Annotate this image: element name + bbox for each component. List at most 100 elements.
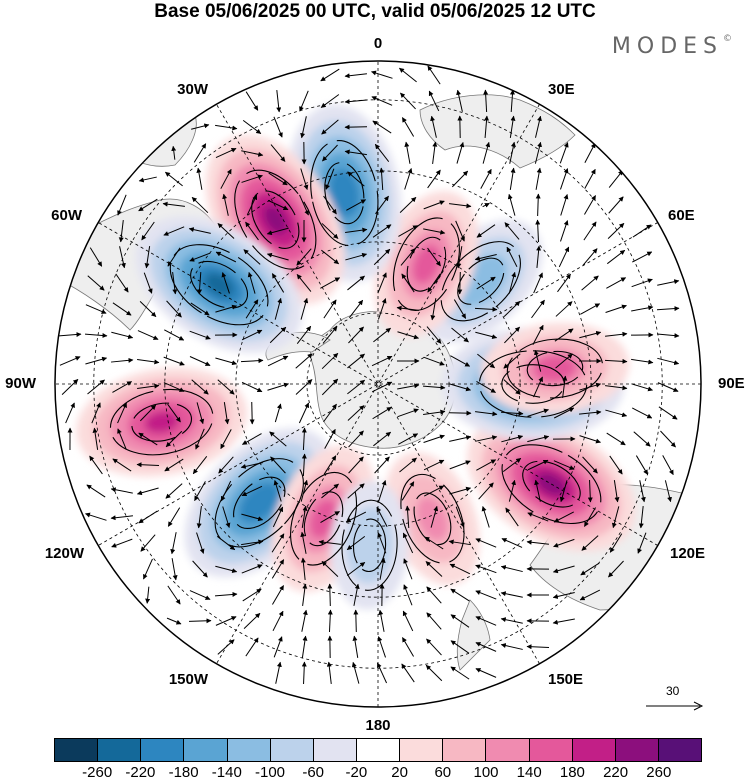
wind-arrow	[320, 511, 340, 523]
wind-arrow	[500, 643, 523, 650]
wind-arrow	[403, 584, 413, 606]
wind-arrow	[167, 507, 181, 527]
negative-anomaly-contour	[478, 350, 588, 418]
wind-arrow	[321, 223, 339, 239]
wind-arrow	[320, 68, 340, 82]
wind-arrow	[215, 304, 238, 313]
wind-arrow	[450, 614, 470, 628]
negative-anomaly-level	[334, 176, 355, 210]
wind-arrow	[351, 661, 360, 684]
contour-layer	[109, 140, 604, 591]
wind-arrow	[189, 356, 211, 366]
colorbar-tick-label: 260	[646, 764, 672, 781]
negative-anomaly-contour	[233, 476, 286, 529]
wind-arrow	[656, 306, 680, 312]
wind-arrow	[423, 200, 445, 210]
wind-arrow	[476, 459, 497, 471]
wind-arrow	[300, 479, 309, 502]
colorbar-cell	[529, 739, 573, 761]
wind-arrow	[526, 539, 549, 545]
wind-arrow	[196, 506, 202, 529]
wind-arrow	[271, 559, 285, 579]
wind-arrow	[656, 333, 680, 339]
wind-arrow	[508, 479, 516, 502]
wind-arrow	[662, 455, 674, 476]
wind-arrow	[322, 326, 338, 344]
wind-arrow	[611, 506, 620, 529]
wind-arrow	[164, 458, 184, 472]
wind-arrow	[632, 251, 653, 263]
wind-arrow	[371, 96, 393, 106]
wind-arrow	[165, 430, 183, 448]
wind-arrow	[189, 330, 211, 340]
negative-anomaly-level	[204, 272, 234, 297]
wind-arrow	[605, 304, 627, 313]
wind-arrow	[475, 435, 498, 442]
wind-arrow	[553, 511, 574, 523]
wind-arrow	[301, 609, 308, 632]
wind-arrow	[631, 358, 654, 365]
wind-arrow	[532, 324, 544, 345]
wind-arrow	[119, 246, 126, 269]
wind-arrow	[302, 583, 308, 606]
wind-arrow	[583, 507, 597, 527]
wind-arrow	[171, 558, 178, 581]
wind-arrow	[475, 642, 497, 652]
positive-anomaly-level	[263, 205, 287, 234]
wind-arrow	[555, 301, 573, 317]
wind-arrow	[423, 434, 445, 443]
wind-arrow	[535, 219, 541, 243]
wind-arrow	[527, 459, 549, 471]
wind-arrow	[405, 505, 411, 529]
wind-arrow	[301, 635, 308, 658]
wind-arrow	[587, 479, 593, 503]
wind-arrow	[215, 251, 237, 263]
wind-arrow	[604, 358, 628, 364]
wind-arrow	[378, 480, 387, 502]
wind-arrow	[111, 538, 133, 548]
wind-arrow	[327, 583, 333, 607]
colorbar	[54, 738, 702, 762]
wind-arrow	[508, 271, 517, 294]
wind-arrow	[137, 330, 159, 340]
wind-arrow	[145, 586, 151, 604]
reference-vector-label: 30	[666, 684, 680, 698]
wind-arrow	[345, 511, 367, 523]
wind-arrow	[426, 586, 442, 604]
wind-arrow	[299, 90, 309, 112]
wind-arrow	[399, 457, 417, 473]
wind-arrow	[189, 590, 211, 600]
wind-arrow	[86, 484, 106, 498]
wind-arrow	[346, 199, 367, 211]
wind-arrow	[163, 356, 185, 366]
wind-arrow	[327, 609, 333, 633]
wind-arrow	[399, 196, 417, 214]
wind-arrow	[453, 299, 467, 319]
wind-arrow	[240, 462, 263, 469]
wind-arrow	[321, 561, 339, 577]
colorbar-tick-label: -20	[345, 764, 368, 781]
wind-arrow	[111, 357, 134, 363]
wind-arrow	[559, 480, 568, 503]
wind-arrow	[455, 506, 465, 528]
positive-anomaly-contour	[400, 473, 465, 564]
wind-arrow	[300, 531, 307, 554]
wind-arrow	[300, 297, 309, 320]
wind-arrow	[631, 407, 653, 419]
lon-label-60w: 60W	[51, 207, 82, 224]
wind-arrow	[240, 358, 264, 364]
wind-arrow	[214, 591, 238, 597]
wind-arrow	[397, 383, 420, 390]
wind-arrow	[267, 382, 289, 391]
negative-anomaly-contour	[310, 140, 379, 247]
negative-anomaly-contour	[169, 244, 269, 326]
wind-arrow	[242, 588, 262, 602]
wind-arrow	[399, 67, 417, 83]
lon-label-150e: 150E	[548, 671, 584, 688]
wind-arrow	[84, 333, 108, 338]
wind-arrow	[660, 430, 676, 448]
positive-anomaly-level	[412, 244, 441, 284]
colorbar-cell	[98, 739, 142, 761]
wind-arrow	[196, 532, 205, 554]
wind-arrow	[241, 564, 263, 574]
